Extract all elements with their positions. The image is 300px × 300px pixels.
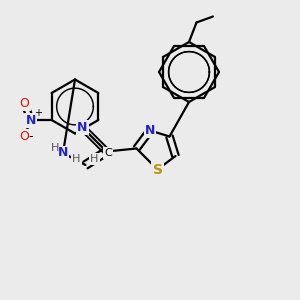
Text: N: N [77, 121, 88, 134]
Text: +: + [34, 108, 43, 118]
Text: N: N [26, 113, 36, 127]
Text: N: N [145, 124, 155, 137]
Text: N: N [58, 146, 68, 160]
Text: O: O [20, 130, 30, 143]
Text: H: H [72, 154, 81, 164]
Text: H: H [90, 154, 99, 164]
Text: S: S [152, 163, 163, 176]
Text: C: C [104, 148, 112, 158]
Text: O: O [20, 97, 30, 110]
Text: H: H [51, 142, 60, 153]
Text: -: - [28, 130, 33, 143]
